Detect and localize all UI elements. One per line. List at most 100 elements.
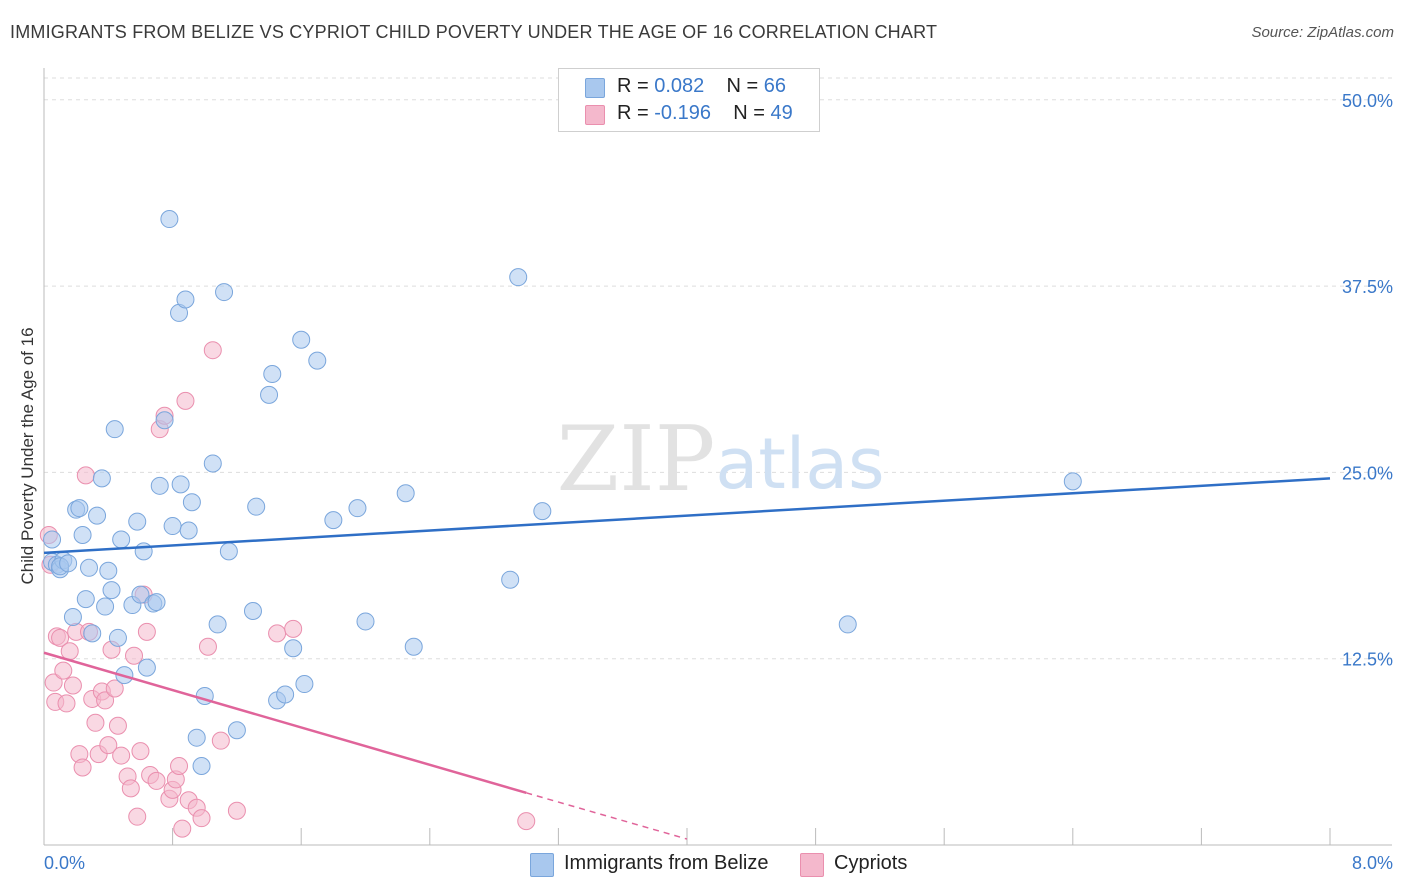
y-tick-label: 25.0% <box>1342 463 1393 483</box>
belize-point <box>59 554 78 573</box>
belize-point <box>1063 472 1082 491</box>
belize-point <box>137 658 156 677</box>
belize-point <box>533 502 552 521</box>
cypriots-point <box>99 736 118 755</box>
cypriots-point <box>105 679 124 698</box>
cypriots-point <box>131 742 150 761</box>
belize-point <box>182 493 201 512</box>
cypriots-point <box>137 622 156 641</box>
trend-lines <box>43 477 1331 840</box>
cypriots-point <box>57 694 76 713</box>
belize-point <box>308 351 327 370</box>
r-label: R = <box>617 75 655 97</box>
cypriots-point <box>203 341 222 360</box>
cypriots-point <box>170 757 189 776</box>
belize-point <box>155 411 174 430</box>
n-value: 49 <box>770 102 793 124</box>
belize-swatch <box>585 78 605 98</box>
belize-point <box>292 330 311 349</box>
n-value: 66 <box>763 75 787 97</box>
watermark-atlas: atlas <box>715 423 884 505</box>
belize-point <box>83 624 102 643</box>
cypriots-trend-line <box>43 651 527 795</box>
cypriots-point <box>198 637 217 656</box>
cypriots-point <box>86 713 105 732</box>
belize-trend-line <box>43 477 1331 555</box>
chart-title: IMMIGRANTS FROM BELIZE VS CYPRIOT CHILD … <box>10 22 938 42</box>
y-tick-label: 50.0% <box>1342 91 1393 111</box>
belize-point <box>203 454 222 473</box>
belize-point <box>284 639 303 658</box>
belize-point <box>70 499 89 518</box>
belize-point <box>501 570 520 589</box>
belize-point <box>128 512 147 531</box>
belize-point <box>243 602 262 621</box>
cypriots-point <box>44 673 63 692</box>
belize-point <box>112 530 131 549</box>
belize-point <box>76 590 95 609</box>
cypriots-point <box>128 807 147 826</box>
legend-label-belize: Immigrants from Belize <box>564 852 769 874</box>
belize-point <box>63 607 82 626</box>
watermark: ZIP atlas <box>557 407 885 512</box>
belize-point <box>404 637 423 656</box>
belize-point <box>96 597 115 616</box>
belize-point <box>150 476 169 495</box>
cypriots-point <box>73 758 92 777</box>
belize-point <box>105 420 124 439</box>
n-label: N = <box>726 75 764 97</box>
belize-point <box>160 210 179 229</box>
cypriots-point <box>51 628 70 647</box>
cypriots-point <box>63 676 82 695</box>
belize-point <box>215 283 234 302</box>
y-tick-label: 37.5% <box>1342 277 1393 297</box>
cypriots-point <box>176 391 195 410</box>
belize-point <box>147 593 166 612</box>
belize-point <box>134 542 153 561</box>
belize-legend-swatch <box>530 853 554 877</box>
cypriots-point <box>211 731 230 750</box>
cypriots-point <box>76 466 95 485</box>
belize-point <box>276 685 295 704</box>
belize-point <box>176 290 195 309</box>
belize-point <box>192 757 211 776</box>
belize-point <box>208 615 227 634</box>
grid-lines <box>44 77 1392 660</box>
tick-labels: 12.5% 25.0% 37.5% 50.0% 0.0% 8.0% <box>44 91 1393 873</box>
belize-point <box>356 612 375 631</box>
cypriots-point <box>108 716 127 735</box>
axes <box>43 68 1392 846</box>
belize-point <box>348 499 367 518</box>
belize-point <box>838 615 857 634</box>
legend-label-cypriots: Cypriots <box>834 852 908 874</box>
cypriots-point <box>517 812 536 831</box>
cypriots-point <box>54 661 73 680</box>
belize-point <box>108 628 127 647</box>
watermark-zip: ZIP <box>557 407 716 512</box>
cypriots-point <box>192 809 211 828</box>
belize-point <box>163 517 182 536</box>
belize-point <box>227 721 246 740</box>
belize-point <box>88 506 107 525</box>
r-label: R = <box>617 102 655 124</box>
cypriots-point <box>147 771 166 790</box>
belize-point <box>324 511 343 530</box>
belize-point <box>80 558 99 577</box>
belize-point <box>260 385 279 404</box>
cypriots-point <box>96 691 115 710</box>
r-value: -0.196 <box>654 102 711 124</box>
cypriots-trend-extension <box>526 792 688 840</box>
belize-point <box>131 585 150 604</box>
belize-point <box>187 728 206 747</box>
cypriots-point <box>121 779 140 798</box>
belize-point <box>73 526 92 544</box>
belize-point <box>509 268 528 287</box>
x-tick-label: 8.0% <box>1352 853 1393 873</box>
n-label: N = <box>733 102 771 124</box>
cypriots-swatch <box>585 105 605 125</box>
x-tick-label: 0.0% <box>44 853 85 873</box>
belize-point <box>99 561 118 580</box>
cypriots-point <box>227 801 246 820</box>
stats-legend: R = 0.082 N = 66 R = -0.196 N = 49 <box>558 68 820 132</box>
